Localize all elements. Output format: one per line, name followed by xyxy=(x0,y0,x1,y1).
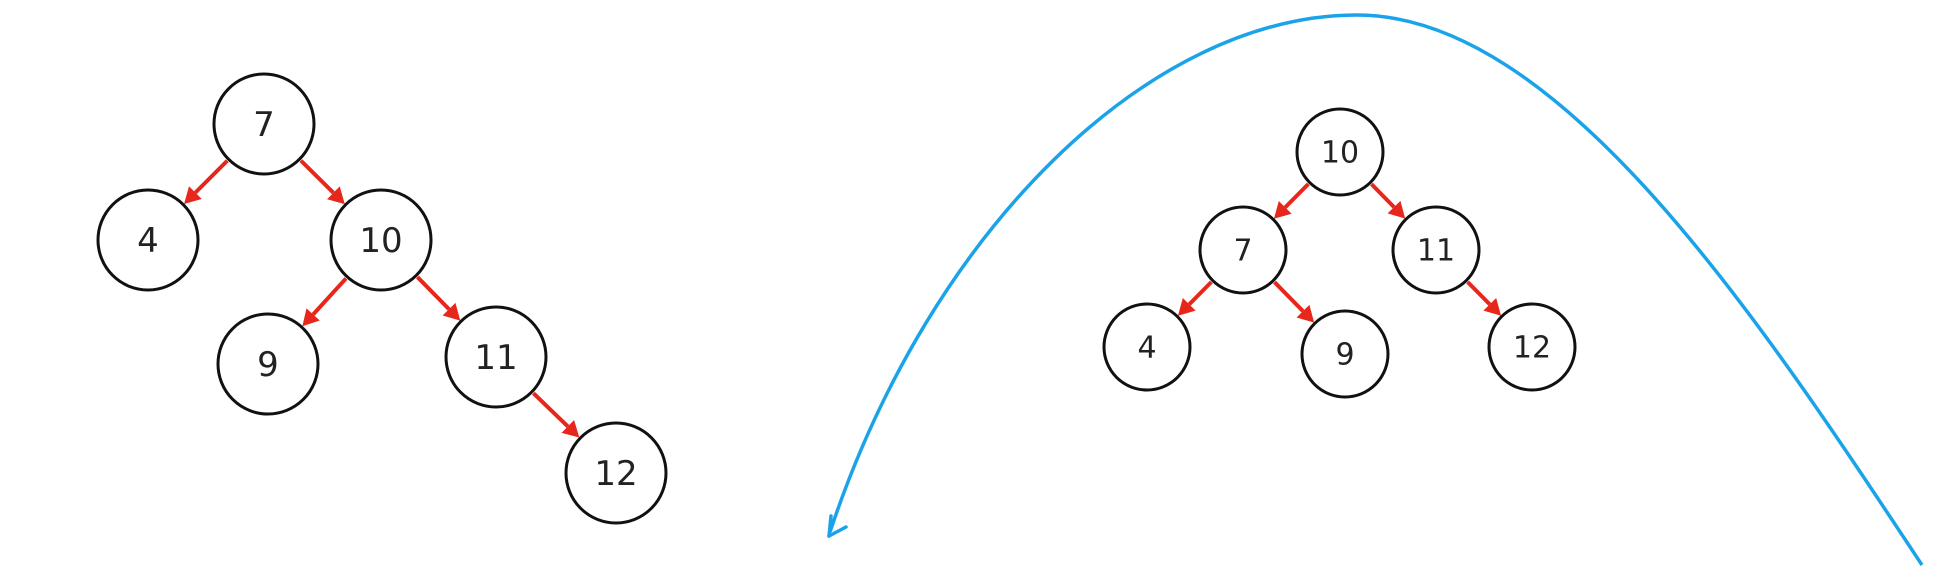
rotation-arrowhead-right-stroke xyxy=(827,525,848,538)
after-tree-node-label: 7 xyxy=(1233,234,1252,269)
before-tree-node-10: 10 xyxy=(329,188,433,292)
before-tree-node-label: 9 xyxy=(257,345,279,385)
after-tree-node-4: 4 xyxy=(1102,302,1192,392)
after-tree-node-label: 11 xyxy=(1417,234,1455,269)
before-edge-n11-n12 xyxy=(531,391,580,438)
before-tree-node-label: 12 xyxy=(594,454,637,494)
before-tree-node-label: 4 xyxy=(137,221,159,261)
after-tree-node-11: 11 xyxy=(1391,205,1481,295)
before-tree-node-label: 11 xyxy=(474,338,517,378)
after-edge-m7-m9 xyxy=(1273,280,1315,323)
after-tree-node-9: 9 xyxy=(1300,309,1390,399)
before-tree-node-12: 12 xyxy=(564,421,668,525)
rotation-arrow xyxy=(827,13,1924,566)
rotation-curve-layer xyxy=(827,13,1924,566)
after-tree-node-label: 4 xyxy=(1137,331,1156,366)
after-tree-node-10: 10 xyxy=(1295,107,1385,197)
after-tree-node-12: 12 xyxy=(1487,302,1577,392)
after-edge-m7-m4 xyxy=(1177,280,1213,316)
nodes-layer: 7 4 10 9 11 12 10 7 11 4 9 12 xyxy=(96,72,1577,525)
before-tree-node-label: 7 xyxy=(253,105,275,145)
edges-layer xyxy=(184,159,1502,438)
rotation-arrowhead-left-stroke xyxy=(827,514,833,538)
before-edge-n10-n9 xyxy=(302,277,348,327)
before-tree-node-label: 10 xyxy=(359,221,402,261)
before-edge-n7-n10 xyxy=(299,159,345,205)
before-tree-node-11: 11 xyxy=(444,305,548,409)
after-edge-m10-m7 xyxy=(1273,182,1310,219)
after-tree-node-label: 12 xyxy=(1513,331,1551,366)
after-tree-node-7: 7 xyxy=(1198,205,1288,295)
before-tree-node-9: 9 xyxy=(216,312,320,416)
after-edge-m10-m11 xyxy=(1370,182,1406,219)
before-edge-n7-n4 xyxy=(184,159,229,204)
after-tree-node-label: 9 xyxy=(1335,338,1354,373)
before-edge-n10-n11 xyxy=(416,275,461,321)
after-tree-node-label: 10 xyxy=(1321,136,1359,171)
after-edge-m11-m12 xyxy=(1466,280,1502,316)
before-tree-node-4: 4 xyxy=(96,188,200,292)
before-tree-node-7: 7 xyxy=(212,72,316,176)
